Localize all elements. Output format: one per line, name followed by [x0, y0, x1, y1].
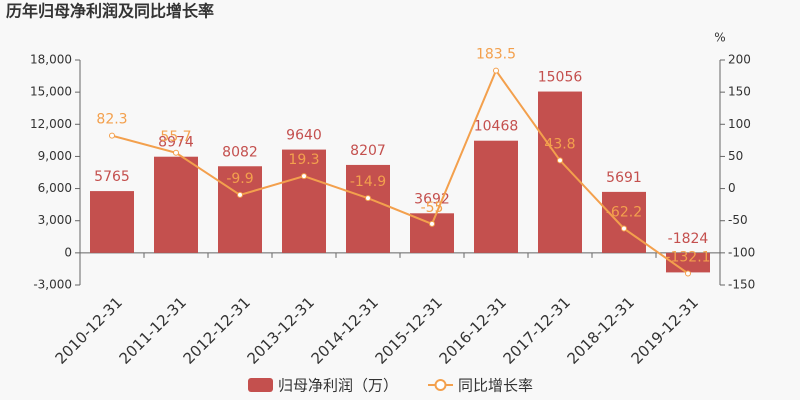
bar — [218, 166, 262, 253]
bar-value-label: 5765 — [94, 169, 130, 185]
x-tick-label: 2015-12-31 — [372, 293, 446, 367]
line-value-label: 183.5 — [476, 47, 516, 63]
legend-label: 归母净利润（万） — [278, 377, 398, 395]
y-tick-label: 3,000 — [38, 213, 72, 227]
y2-tick-label: 200 — [728, 53, 751, 67]
bar — [602, 191, 646, 253]
line-value-label: 19.3 — [288, 152, 319, 168]
y2-tick-label: -100 — [728, 245, 755, 259]
line-value-label: -9.9 — [226, 171, 253, 187]
y2-tick-label: 150 — [728, 85, 751, 99]
bar-value-label: 8974 — [158, 135, 194, 151]
y2-tick-label: 0 — [728, 181, 736, 195]
bar — [346, 164, 390, 253]
x-tick-label: 2018-12-31 — [564, 293, 638, 367]
y-tick-label: -3,000 — [33, 278, 72, 292]
y2-tick-label: -150 — [728, 278, 755, 292]
x-tick-label: 2017-12-31 — [500, 293, 574, 367]
line-point — [109, 132, 115, 139]
line-point — [365, 195, 371, 202]
y2-tick-label: 100 — [728, 117, 751, 131]
line-value-label: -62.2 — [606, 205, 642, 221]
line — [111, 68, 689, 275]
line-value-label: -14.9 — [350, 174, 386, 190]
line-point — [685, 270, 691, 277]
y-tick-label: 12,000 — [30, 117, 72, 131]
line-point — [557, 157, 563, 164]
x-tick-label: 2013-12-31 — [244, 293, 318, 367]
y-tick-label: 9,000 — [38, 149, 72, 163]
y2-tick-label: -50 — [728, 213, 748, 227]
y-tick-label: 0 — [64, 245, 72, 259]
line-point — [301, 173, 307, 180]
bar-value-label: 8207 — [350, 143, 386, 159]
line-value-label: 43.8 — [544, 136, 575, 152]
x-tick-label: 2012-12-31 — [180, 293, 254, 367]
line-value-label: -55 — [421, 200, 444, 216]
line-point — [493, 67, 499, 74]
line-point — [621, 225, 627, 232]
x-tick-label: 2016-12-31 — [436, 293, 510, 367]
bar-value-label: 5691 — [606, 170, 642, 186]
legend-swatch — [434, 379, 447, 391]
y2-tick-label: 50 — [728, 149, 743, 163]
bar-value-label: 10468 — [474, 119, 519, 135]
line-value-label: -132.1 — [665, 249, 710, 265]
y-tick-label: 15,000 — [30, 85, 72, 99]
bar — [154, 156, 198, 253]
bar-value-label: 8082 — [222, 144, 258, 160]
bar — [90, 191, 134, 253]
legend-swatch — [248, 378, 273, 392]
bar-value-label: 15056 — [538, 70, 583, 86]
y-tick-label: 6,000 — [38, 181, 72, 195]
x-tick-label: 2010-12-31 — [52, 293, 126, 367]
bar — [538, 91, 582, 253]
bar — [474, 140, 518, 253]
y2-axis-label: % — [714, 31, 725, 45]
line-point — [237, 191, 243, 198]
legend-label: 同比增长率 — [458, 377, 533, 395]
bar-value-label: -1824 — [668, 231, 709, 247]
bar — [282, 149, 326, 253]
x-tick-label: 2011-12-31 — [116, 293, 190, 367]
chart-title: 历年归母净利润及同比增长率 — [6, 2, 214, 21]
line-point — [429, 220, 435, 227]
bar — [666, 252, 710, 273]
line-value-label: 82.3 — [96, 112, 127, 128]
bar — [410, 213, 454, 253]
line-point — [173, 149, 179, 156]
line-value-label: 55.7 — [160, 129, 191, 145]
x-tick-label: 2019-12-31 — [628, 293, 702, 367]
bar-value-label: 9640 — [286, 128, 322, 144]
x-tick-label: 2014-12-31 — [308, 293, 382, 367]
y-tick-label: 18,000 — [30, 53, 72, 67]
